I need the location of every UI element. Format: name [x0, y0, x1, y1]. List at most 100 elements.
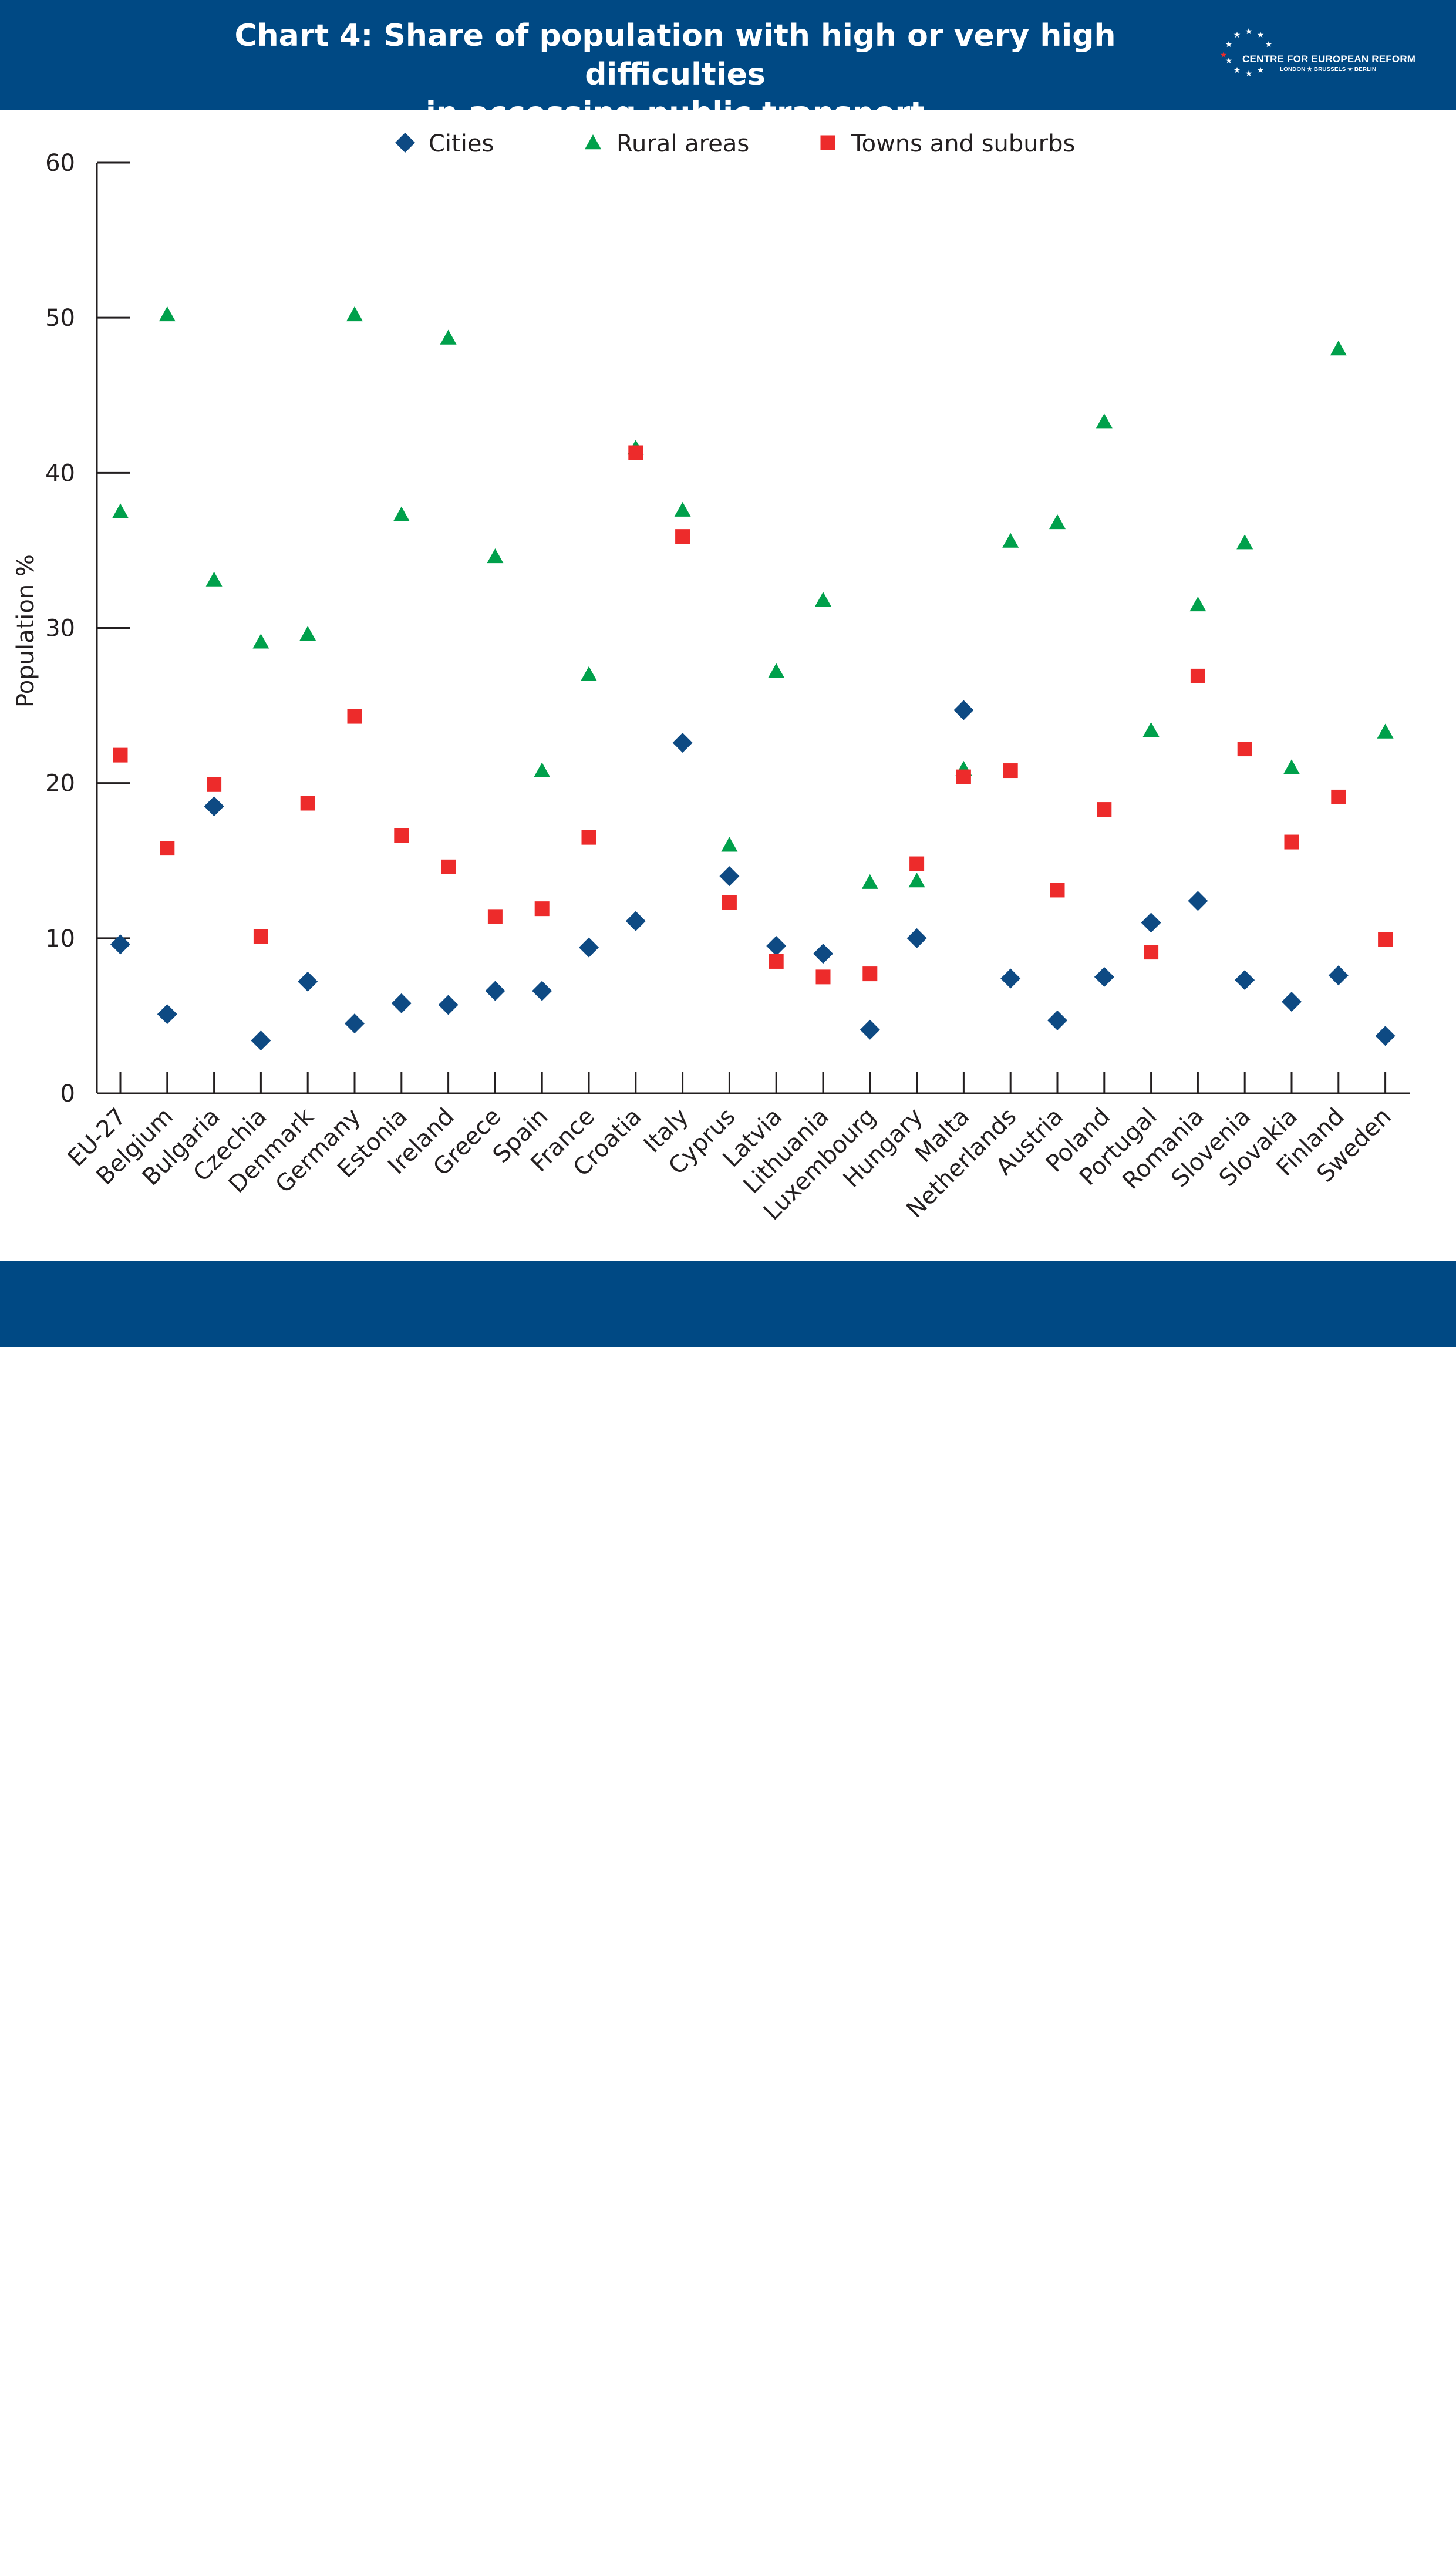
point-towns-and-suburbs-netherlands	[1003, 763, 1018, 779]
point-towns-and-suburbs-spain	[534, 901, 550, 917]
point-cities-france	[579, 937, 599, 958]
point-towns-and-suburbs-romania	[1190, 668, 1205, 683]
legend-item-towns-and-suburbs: Towns and suburbs	[820, 130, 1075, 157]
point-cities-ireland	[438, 995, 459, 1015]
point-cities-malta	[953, 700, 974, 720]
legend-item-rural-areas: Rural areas	[585, 130, 749, 157]
point-rural-areas-netherlands	[1002, 533, 1019, 548]
legend-marker-towns-and-suburbs	[820, 135, 835, 150]
data-marks	[110, 306, 1396, 1051]
point-towns-and-suburbs-estonia	[394, 828, 409, 843]
cer-logo-stars-icon: ★ ★ ★ ★ ★ ★ ★ ★ ★ ★	[1220, 27, 1273, 79]
point-rural-areas-luxembourg	[861, 874, 878, 889]
point-cities-belgium	[157, 1004, 177, 1025]
point-rural-areas-germany	[346, 306, 363, 322]
point-rural-areas-hungary	[908, 873, 925, 888]
point-towns-and-suburbs-croatia	[628, 445, 643, 460]
legend-label-towns-and-suburbs: Towns and suburbs	[851, 130, 1075, 157]
point-rural-areas-denmark	[299, 626, 316, 641]
y-tick-label: 60	[45, 150, 75, 177]
point-towns-and-suburbs-malta	[956, 769, 971, 784]
point-towns-and-suburbs-austria	[1050, 883, 1065, 898]
svg-text:★: ★	[1220, 50, 1228, 60]
scatter-chart: Cities Rural areas Towns and suburbs 0 10 20…	[12, 130, 1410, 1225]
svg-text:★: ★	[1257, 66, 1265, 75]
svg-text:★: ★	[1265, 40, 1273, 49]
point-towns-and-suburbs-portugal	[1144, 945, 1159, 960]
point-towns-and-suburbs-greece	[487, 909, 503, 924]
point-towns-and-suburbs-slovenia	[1237, 742, 1252, 757]
legend-item-cities: Cities	[395, 130, 494, 157]
point-rural-areas-cyprus	[721, 837, 738, 852]
svg-text:★: ★	[1245, 69, 1253, 79]
svg-text:★: ★	[1233, 66, 1241, 75]
point-cities-italy	[672, 732, 693, 753]
header-bar: Chart 4: Share of population with high o…	[0, 0, 1456, 131]
logo-cities: LONDON ★ BRUSSELS ★ BERLIN	[1280, 66, 1377, 73]
point-rural-areas-czechia	[252, 634, 269, 649]
point-rural-areas-latvia	[768, 663, 785, 678]
y-tick-label: 10	[45, 925, 75, 952]
point-cities-croatia	[625, 911, 646, 931]
point-rural-areas-estonia	[393, 506, 410, 521]
point-rural-areas-belgium	[159, 306, 176, 322]
point-rural-areas-sweden	[1377, 723, 1394, 739]
source-note: Source: Eurostat, 2012 EU Statistics on …	[29, 2543, 852, 2570]
point-towns-and-suburbs-hungary	[909, 856, 925, 871]
point-cities-portugal	[1141, 912, 1161, 933]
footer-bar: Source: Eurostat, 2012 EU Statistics on …	[0, 1261, 1456, 2570]
y-tick-label: 40	[45, 460, 75, 487]
point-towns-and-suburbs-cyprus	[722, 895, 737, 910]
point-cities-greece	[485, 981, 505, 1001]
point-towns-and-suburbs-slovakia	[1284, 834, 1299, 850]
point-towns-and-suburbs-italy	[675, 529, 690, 544]
point-cities-lithuania	[813, 944, 833, 964]
point-rural-areas-romania	[1189, 596, 1206, 612]
point-towns-and-suburbs-sweden	[1378, 932, 1393, 947]
point-rural-areas-france	[581, 666, 597, 681]
point-towns-and-suburbs-poland	[1097, 802, 1112, 817]
point-cities-austria	[1047, 1010, 1067, 1030]
point-rural-areas-italy	[674, 501, 691, 517]
y-tick-label: 0	[60, 1080, 75, 1107]
point-cities-sweden	[1375, 1026, 1396, 1046]
point-cities-slovenia	[1235, 970, 1255, 991]
svg-text:★: ★	[1257, 31, 1265, 40]
svg-text:★: ★	[1233, 31, 1241, 40]
point-towns-and-suburbs-lithuania	[815, 969, 831, 985]
point-towns-and-suburbs-eu-27	[113, 747, 128, 763]
point-cities-denmark	[298, 971, 318, 992]
point-towns-and-suburbs-bulgaria	[207, 777, 222, 792]
point-cities-hungary	[906, 928, 927, 948]
point-rural-areas-slovenia	[1236, 534, 1253, 550]
point-rural-areas-finland	[1330, 341, 1347, 356]
point-rural-areas-lithuania	[815, 591, 831, 607]
point-towns-and-suburbs-czechia	[253, 929, 268, 944]
chart-title-line2: in accessing public transport	[425, 96, 925, 131]
legend-label-cities: Cities	[429, 130, 494, 157]
legend-marker-rural-areas	[585, 134, 601, 150]
point-towns-and-suburbs-latvia	[769, 954, 784, 969]
point-towns-and-suburbs-luxembourg	[862, 966, 878, 982]
point-cities-czechia	[251, 1030, 271, 1051]
point-cities-luxembourg	[860, 1019, 880, 1040]
point-towns-and-suburbs-finland	[1331, 789, 1346, 804]
y-tick-label: 30	[45, 615, 75, 642]
point-cities-eu-27	[110, 934, 130, 955]
point-rural-areas-slovakia	[1283, 759, 1300, 774]
svg-text:★: ★	[1225, 56, 1233, 66]
y-tick-label: 20	[45, 770, 75, 797]
point-rural-areas-greece	[487, 548, 504, 564]
point-cities-romania	[1188, 891, 1208, 911]
point-rural-areas-austria	[1049, 514, 1066, 530]
point-towns-and-suburbs-france	[581, 830, 596, 845]
point-rural-areas-spain	[534, 762, 551, 777]
point-rural-areas-portugal	[1142, 722, 1160, 737]
point-towns-and-suburbs-germany	[347, 709, 362, 724]
point-towns-and-suburbs-belgium	[160, 841, 175, 856]
legend-marker-cities	[395, 133, 415, 153]
svg-text:★: ★	[1245, 27, 1253, 36]
point-cities-germany	[345, 1013, 365, 1034]
point-cities-finland	[1328, 965, 1349, 986]
logo-name: CENTRE FOR EUROPEAN REFORM	[1242, 53, 1416, 65]
